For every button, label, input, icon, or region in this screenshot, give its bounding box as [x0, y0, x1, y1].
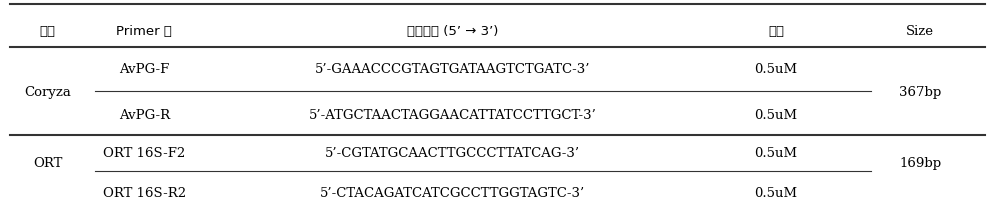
Text: Size: Size: [906, 25, 933, 38]
Text: 5’-CTACAGATCATCGCCTTGGTAGTC-3’: 5’-CTACAGATCATCGCCTTGGTAGTC-3’: [320, 186, 584, 199]
Text: 0.5uM: 0.5uM: [753, 109, 797, 122]
Text: 169bp: 169bp: [899, 156, 940, 169]
Text: 구분: 구분: [40, 25, 56, 38]
Text: ORT: ORT: [33, 156, 63, 169]
Text: 0.5uM: 0.5uM: [753, 62, 797, 75]
Text: AvPG-F: AvPG-F: [119, 62, 169, 75]
Text: 0.5uM: 0.5uM: [753, 186, 797, 199]
Text: 367bp: 367bp: [899, 85, 940, 98]
Text: 농도: 농도: [767, 25, 783, 38]
Text: 염기서열 (5’ → 3’): 염기서열 (5’ → 3’): [407, 25, 498, 38]
Text: ORT 16S-R2: ORT 16S-R2: [102, 186, 186, 199]
Text: 5’-GAAACCCGTAGTGATAAGTCTGATC-3’: 5’-GAAACCCGTAGTGATAAGTCTGATC-3’: [315, 62, 589, 75]
Text: Primer 명: Primer 명: [116, 25, 172, 38]
Text: 0.5uM: 0.5uM: [753, 146, 797, 159]
Text: 5’-ATGCTAACTAGGAACATTATCCTTGCT-3’: 5’-ATGCTAACTAGGAACATTATCCTTGCT-3’: [308, 109, 596, 122]
Text: Coryza: Coryza: [24, 85, 72, 98]
Text: 5’-CGTATGCAACTTGCCCTTATCAG-3’: 5’-CGTATGCAACTTGCCCTTATCAG-3’: [325, 146, 580, 159]
Text: ORT 16S-F2: ORT 16S-F2: [103, 146, 185, 159]
Text: AvPG-R: AvPG-R: [118, 109, 170, 122]
